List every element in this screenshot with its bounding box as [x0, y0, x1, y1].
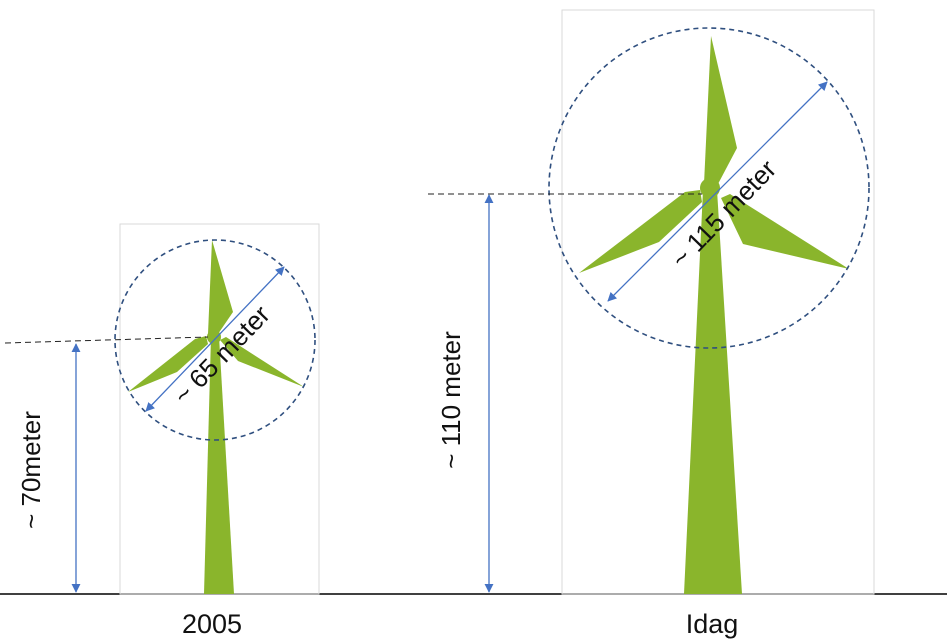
turbine-idag-height-label: ~ 110 meter — [436, 331, 466, 469]
turbine-2005-height-label: ~ 70meter — [16, 411, 46, 529]
turbine-2005-caption: 2005 — [182, 609, 242, 639]
turbine-idag-rotor-arrow — [607, 81, 828, 302]
turbine-2005-hub-height-line — [4, 336, 209, 344]
turbine-2005-rotor-arrow — [145, 266, 285, 412]
turbine-2005-blade-up — [208, 240, 233, 334]
turbine-idag-blade-up — [704, 36, 737, 184]
turbine-idag-rotor-circle — [548, 27, 870, 349]
turbine-2005-group: ~ 65 meter ~ 70meter 2005 — [4, 223, 320, 639]
turbine-2005-rotor-circle — [114, 239, 316, 441]
turbine-idag-hub — [700, 178, 720, 198]
turbine-idag-caption: Idag — [686, 609, 739, 639]
turbine-idag-group: ~ 115 meter ~ 110 meter Idag — [428, 9, 875, 639]
